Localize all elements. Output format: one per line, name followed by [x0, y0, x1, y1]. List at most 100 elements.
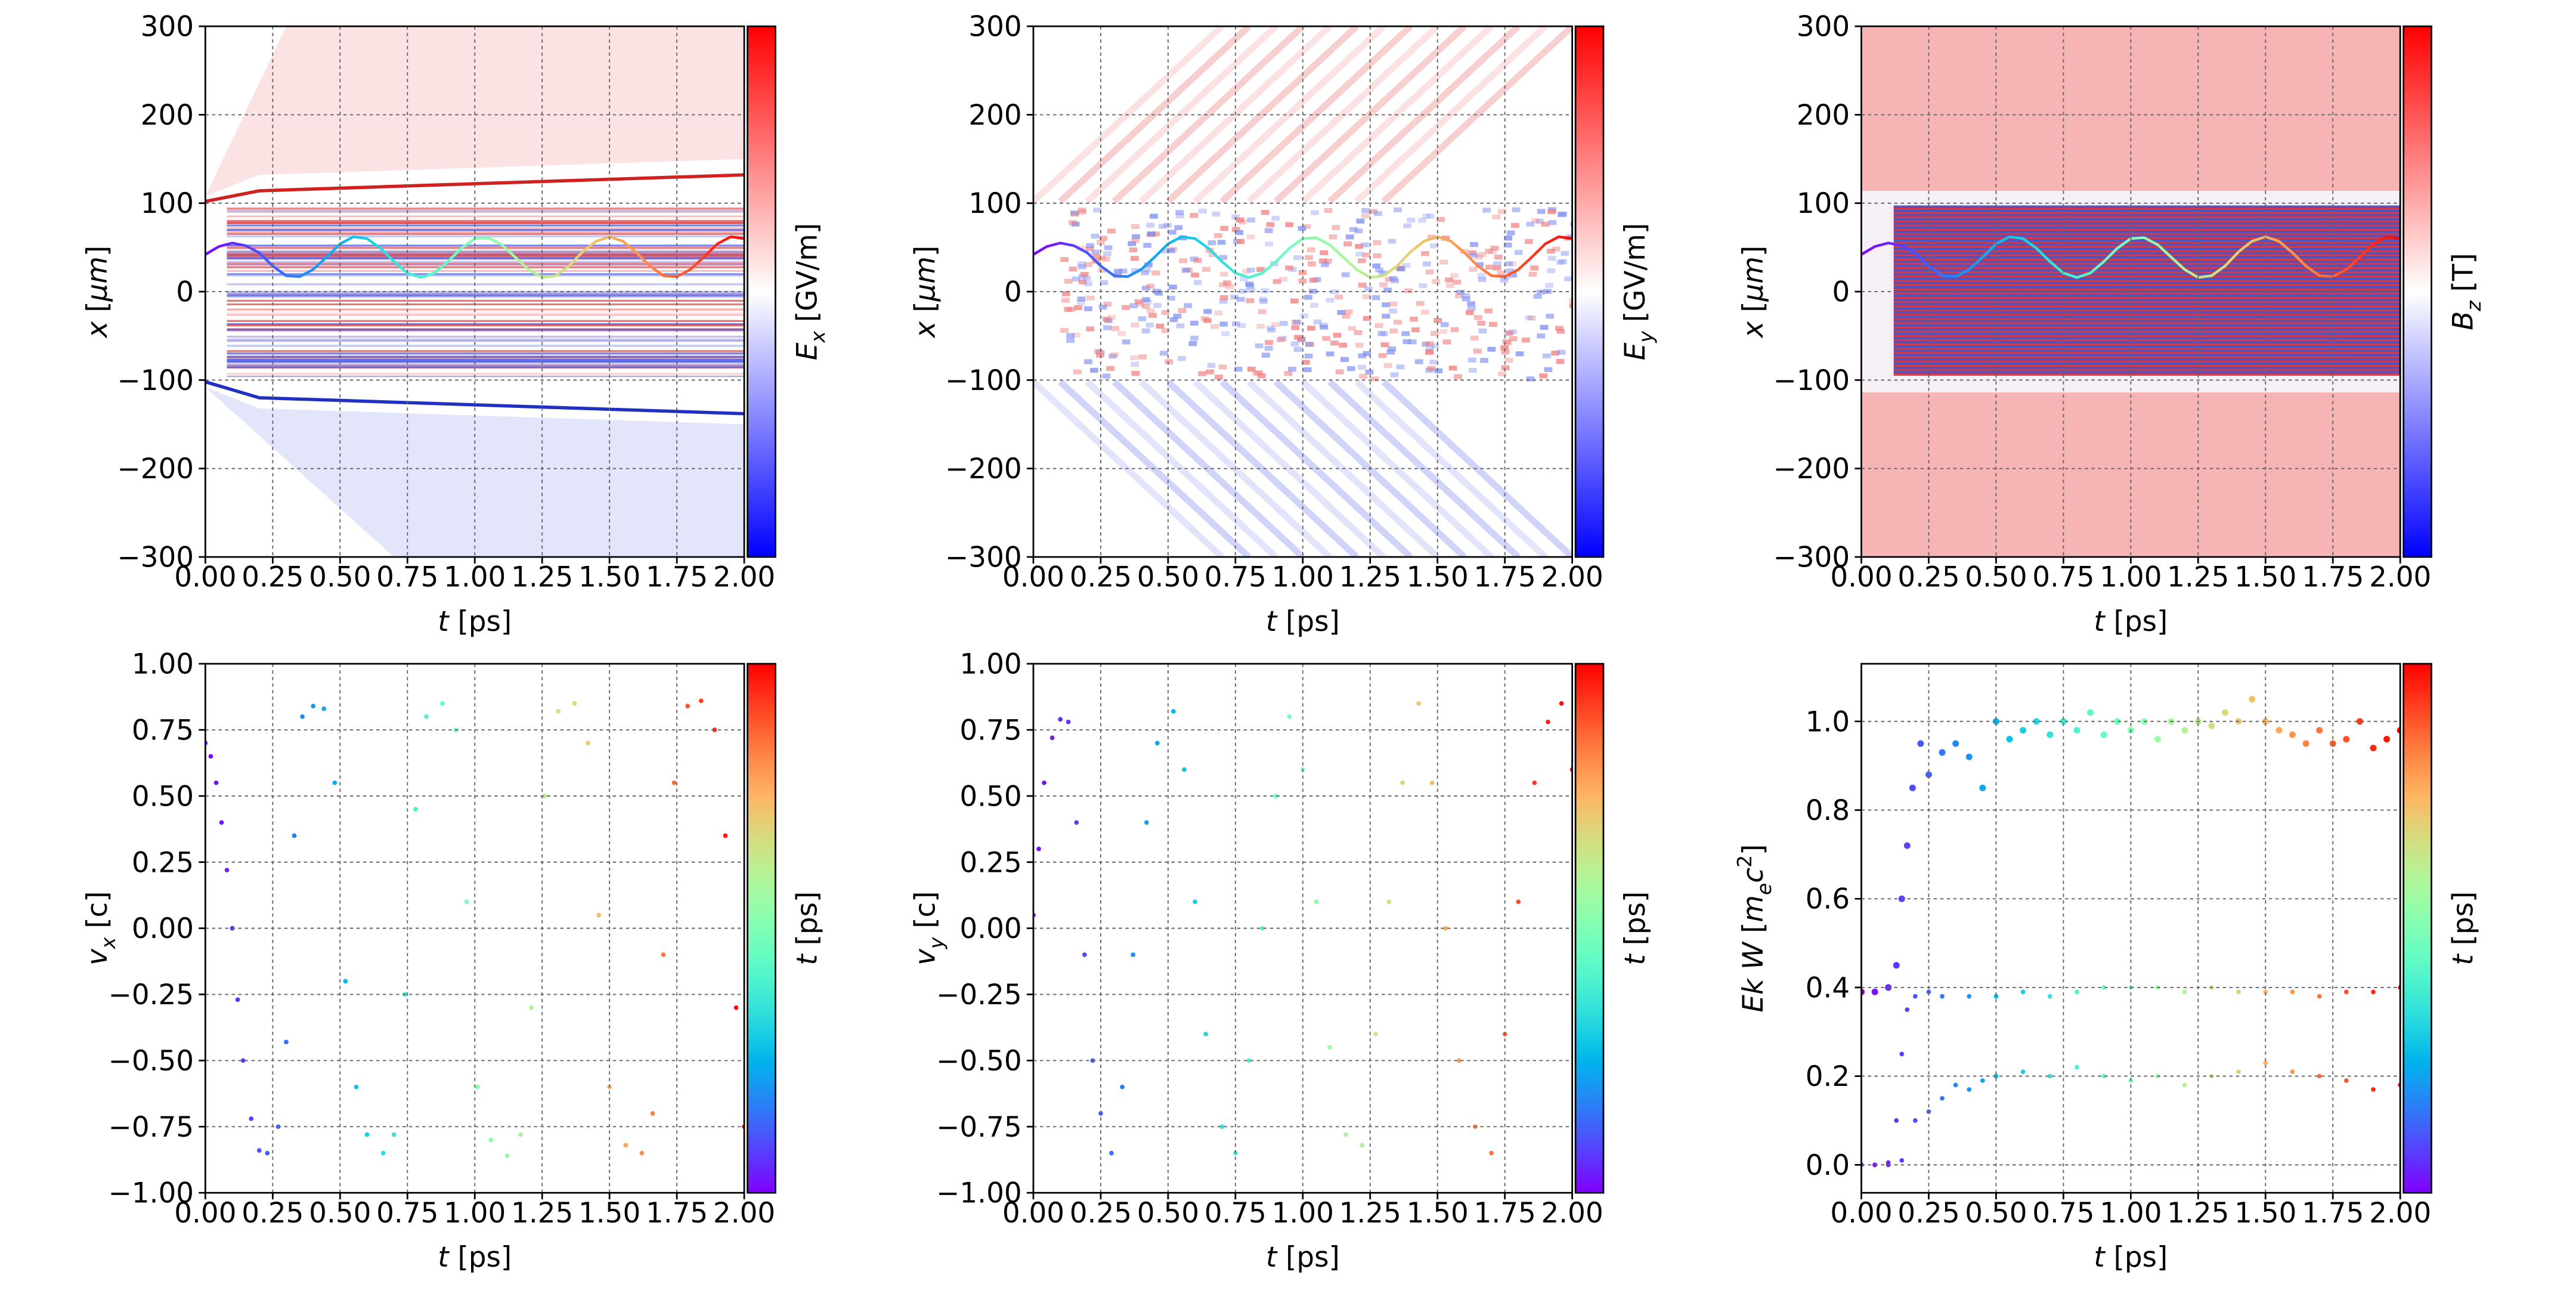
field-cell [1084, 306, 1092, 311]
field-cell [1369, 209, 1378, 214]
grid [1032, 663, 1573, 1194]
field-cell [1309, 277, 1318, 283]
field-cell [1445, 283, 1454, 289]
field-cell [1257, 373, 1266, 379]
field-cell [1246, 298, 1254, 304]
scatter-point [1360, 1143, 1365, 1148]
colorbar-label: Bz [T] [2447, 253, 2485, 330]
field-cell [1410, 316, 1418, 322]
field-wave [1193, 379, 1386, 557]
field-cell [1521, 338, 1530, 343]
scatter-point [623, 1143, 628, 1148]
field-cell [1379, 282, 1388, 287]
field-cell [1425, 270, 1434, 275]
x-tick-label: 1.25 [511, 562, 573, 594]
field-cell [1247, 287, 1256, 293]
field-cell [1136, 301, 1145, 307]
field-cell [1066, 333, 1075, 338]
field-cell [1358, 353, 1367, 358]
label-part: [ [910, 301, 942, 321]
scatter-point [2100, 731, 2107, 738]
field-cell [1190, 213, 1199, 218]
field-cell [1212, 211, 1221, 217]
field-cell [1091, 249, 1100, 255]
field-cell [1344, 309, 1353, 315]
x-tick-label: 0.25 [1897, 1197, 1959, 1230]
y-tick-label: −1.00 [109, 1178, 194, 1210]
field-cell [1177, 356, 1186, 361]
label-part: [GV/m] [1620, 223, 1652, 331]
field-cell [1168, 230, 1176, 235]
field-cell [1467, 301, 1476, 307]
field-cell [1085, 246, 1094, 252]
field-cell [1548, 220, 1557, 225]
scatter-point [671, 780, 677, 785]
field-cell [1537, 333, 1545, 339]
label-part: t [1620, 954, 1652, 965]
field-cell [1175, 210, 1184, 215]
field-cell [1146, 222, 1155, 228]
field-cell [1293, 346, 1302, 352]
label-part: x [1738, 320, 1770, 339]
field-cell [1188, 341, 1197, 346]
field-cell [1190, 335, 1199, 341]
colorbar [747, 25, 776, 558]
field-cell [1151, 270, 1160, 276]
x-axis-label: t [ps] [438, 1242, 512, 1274]
field-cell [1509, 273, 1518, 278]
field-cell [1198, 371, 1207, 376]
label-part: B [2447, 311, 2479, 330]
colorbar [747, 663, 776, 1194]
field-cell [1433, 318, 1442, 323]
field-cell [1301, 360, 1310, 365]
scatter-point [354, 1084, 359, 1089]
field-cell [1525, 315, 1534, 321]
field-cell [1484, 308, 1493, 314]
field-cell [1261, 352, 1270, 358]
field-cell [1329, 234, 1337, 240]
field-cell [1173, 314, 1182, 319]
field-cell [1254, 370, 1263, 376]
label-part: e [1753, 883, 1776, 895]
scatter-point [208, 754, 213, 759]
scatter-point [464, 899, 469, 905]
field-cell [1450, 327, 1459, 332]
y-tick-label: 200 [1797, 100, 1850, 132]
scatter-point [1049, 735, 1055, 741]
field-cell [1497, 209, 1506, 214]
scatter-point [1967, 1087, 1972, 1092]
field-cell [1141, 297, 1150, 302]
field-cell [1290, 298, 1299, 304]
scatter-point [639, 1150, 645, 1156]
x-tick-label: 0.00 [174, 1197, 236, 1230]
field-edge [205, 380, 745, 416]
field-cell [1144, 262, 1153, 268]
field-cell [1425, 341, 1434, 346]
y-tick-label: −200 [945, 453, 1022, 485]
field-cell [1060, 327, 1069, 333]
field-cell [1515, 351, 1524, 357]
scatter-point [1373, 1032, 1378, 1036]
x-tick-label: 0.75 [376, 562, 438, 594]
x-tick-label: 1.75 [1474, 562, 1536, 594]
field-cell [1509, 336, 1518, 342]
field-cell [1086, 295, 1095, 301]
x-tick-label: 2.00 [713, 562, 775, 594]
field-cell [1488, 249, 1497, 255]
x-tick-label: 2.00 [1541, 562, 1603, 594]
field-cell [1122, 339, 1131, 345]
field-cell [1342, 314, 1351, 319]
field-cell [1298, 278, 1307, 284]
field-cell [1492, 214, 1501, 220]
field-cell [1141, 286, 1150, 291]
field-cell [1533, 293, 1542, 299]
field-cell [1528, 315, 1536, 321]
field-cell [1271, 215, 1280, 221]
field-cell [1364, 286, 1373, 292]
label-part: c [1738, 868, 1770, 883]
field-cell [1131, 322, 1140, 328]
x-tick-label: 0.25 [1897, 562, 1959, 594]
field-cell [1256, 323, 1265, 329]
x-tick-label: 1.00 [2100, 562, 2162, 594]
field-cell [1320, 250, 1329, 255]
